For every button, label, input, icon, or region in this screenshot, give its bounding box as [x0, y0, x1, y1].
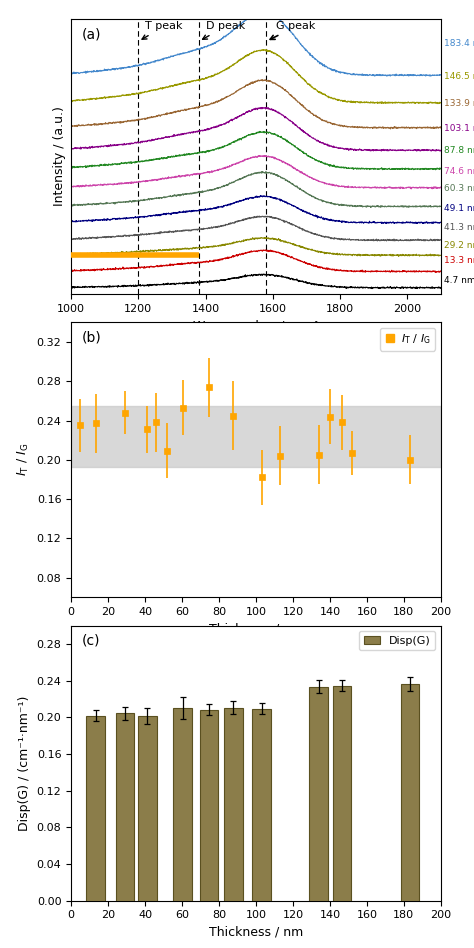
Text: 103.1 nm: 103.1 nm	[444, 124, 474, 134]
Bar	[224, 708, 243, 901]
Text: D peak: D peak	[202, 22, 245, 39]
Bar	[86, 716, 105, 901]
Text: 87.8 nm: 87.8 nm	[444, 146, 474, 155]
Text: 13.3 nm: 13.3 nm	[444, 256, 474, 264]
Bar	[333, 685, 351, 901]
Text: 133.9 nm: 133.9 nm	[444, 100, 474, 108]
Bar	[200, 709, 218, 901]
Bar	[116, 713, 134, 901]
Text: T peak: T peak	[142, 22, 182, 39]
Legend: $I_{\rm T}$ / $I_{\rm G}$: $I_{\rm T}$ / $I_{\rm G}$	[380, 328, 435, 351]
X-axis label: Thickness / nm: Thickness / nm	[209, 926, 303, 939]
Y-axis label: $I_{\rm T}$ / $I_{\rm G}$: $I_{\rm T}$ / $I_{\rm G}$	[16, 443, 31, 477]
Text: 60.3 nm: 60.3 nm	[444, 185, 474, 193]
Text: 41.3 nm: 41.3 nm	[444, 223, 474, 232]
Legend: Disp(G): Disp(G)	[359, 631, 435, 650]
Text: (c): (c)	[82, 634, 100, 647]
Bar	[173, 708, 192, 901]
Text: 146.5 nm: 146.5 nm	[444, 72, 474, 81]
Text: G peak: G peak	[270, 22, 316, 40]
Bar	[253, 708, 271, 901]
Bar	[71, 406, 441, 466]
X-axis label: Wavenumber / cm⁻¹: Wavenumber / cm⁻¹	[193, 319, 319, 332]
Text: 183.4 nm: 183.4 nm	[444, 40, 474, 48]
Y-axis label: Intensity / (a.u.): Intensity / (a.u.)	[53, 106, 65, 207]
Bar	[401, 684, 419, 901]
Text: (a): (a)	[82, 27, 102, 41]
Text: 74.6 nm: 74.6 nm	[444, 167, 474, 176]
Text: 4.7 nm: 4.7 nm	[444, 276, 474, 284]
Y-axis label: Disp(G) / (cm⁻¹·nm⁻¹): Disp(G) / (cm⁻¹·nm⁻¹)	[18, 696, 31, 830]
Text: (b): (b)	[82, 331, 102, 344]
Bar	[138, 716, 157, 901]
Text: 49.1 nm: 49.1 nm	[444, 205, 474, 213]
Text: 29.2 nm: 29.2 nm	[444, 242, 474, 250]
Bar	[310, 686, 328, 901]
X-axis label: Thickness / nm: Thickness / nm	[209, 623, 303, 635]
